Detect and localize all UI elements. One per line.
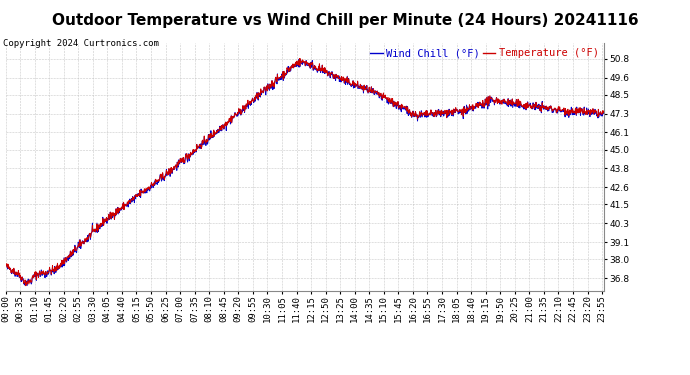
Text: Outdoor Temperature vs Wind Chill per Minute (24 Hours) 20241116: Outdoor Temperature vs Wind Chill per Mi…	[52, 13, 638, 28]
Text: Copyright 2024 Curtronics.com: Copyright 2024 Curtronics.com	[3, 39, 159, 48]
Legend: Wind Chill (°F), Temperature (°F): Wind Chill (°F), Temperature (°F)	[371, 48, 598, 58]
